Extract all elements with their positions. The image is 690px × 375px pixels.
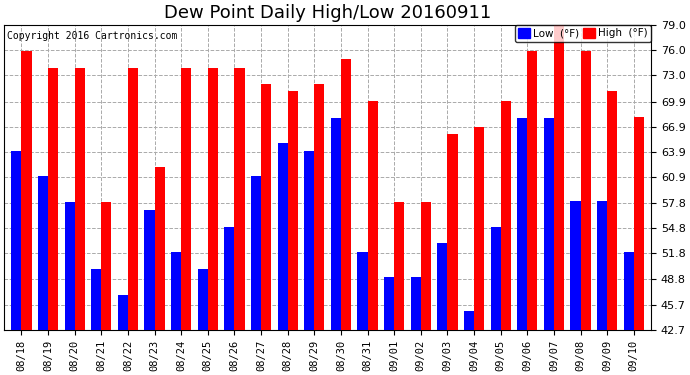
Bar [304,151,315,330]
Bar [208,68,218,330]
Text: Copyright 2016 Cartronics.com: Copyright 2016 Cartronics.com [8,31,178,41]
Bar [357,252,368,330]
Bar [597,201,607,330]
Bar [580,51,591,330]
Bar [101,202,112,330]
Bar [198,269,208,330]
Bar [118,295,128,330]
Bar [144,210,155,330]
Bar [491,226,501,330]
Bar [544,118,554,330]
Bar [421,202,431,330]
Legend: Low  (°F), High  (°F): Low (°F), High (°F) [515,25,651,42]
Bar [411,277,421,330]
Bar [518,118,527,330]
Bar [128,68,138,330]
Bar [181,68,191,330]
Bar [341,59,351,330]
Bar [75,68,85,330]
Bar [331,118,341,330]
Bar [65,202,75,330]
Bar [607,92,618,330]
Bar [277,142,288,330]
Bar [571,201,580,330]
Bar [624,252,634,330]
Bar [235,68,244,330]
Bar [474,127,484,330]
Bar [11,151,21,330]
Bar [384,277,394,330]
Bar [224,226,235,330]
Bar [554,25,564,330]
Bar [368,100,377,330]
Bar [261,84,271,330]
Bar [91,268,101,330]
Bar [437,243,447,330]
Bar [251,176,261,330]
Bar [501,100,511,330]
Bar [527,51,538,330]
Bar [394,202,404,330]
Title: Dew Point Daily High/Low 20160911: Dew Point Daily High/Low 20160911 [164,4,491,22]
Bar [38,176,48,330]
Bar [171,252,181,330]
Bar [21,51,32,330]
Bar [464,310,474,330]
Bar [447,134,457,330]
Bar [315,84,324,330]
Bar [634,117,644,330]
Bar [48,68,58,330]
Bar [288,92,298,330]
Bar [155,167,165,330]
